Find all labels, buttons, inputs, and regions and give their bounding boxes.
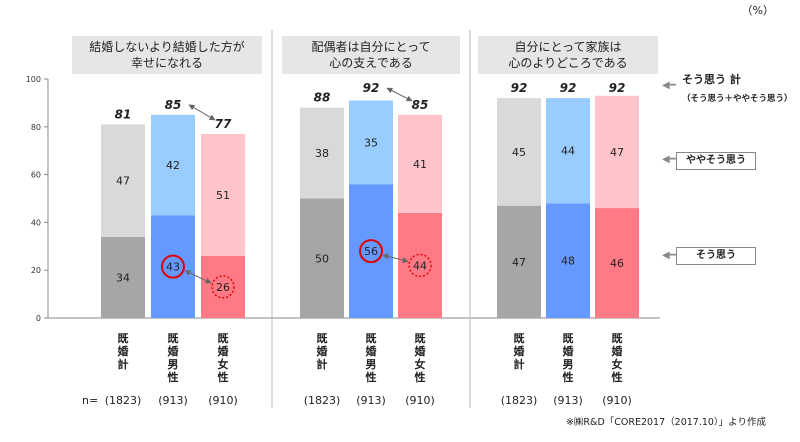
comparison-arrow	[386, 87, 413, 102]
group-title-1: 結婚しないより結婚した方が 幸せになれる	[72, 36, 262, 74]
data-label-total: 85	[412, 98, 429, 112]
data-label-somewhat: 41	[413, 158, 427, 171]
data-label-agree: 26	[216, 281, 230, 294]
y-tick-label: 80	[31, 123, 41, 132]
n-value: (1823)	[500, 394, 538, 407]
bar-somewhat	[595, 95, 639, 209]
data-label-total: 92	[609, 81, 626, 95]
n-value: (910)	[405, 394, 435, 407]
bar-agree	[546, 203, 590, 318]
y-tick-label: 60	[31, 171, 41, 180]
data-label-agree: 48	[561, 255, 575, 268]
data-label-somewhat: 38	[315, 147, 329, 160]
data-label-somewhat: 45	[512, 146, 526, 159]
legend-total: そう思う 計 （そう思う＋ややそう思う）	[682, 71, 793, 104]
data-label-agree: 34	[116, 271, 130, 284]
data-label-total: 92	[363, 81, 380, 95]
n-label: n=	[82, 394, 99, 407]
legend-total-main: そう思う 計	[682, 73, 741, 86]
bar-somewhat	[398, 114, 442, 213]
bar-somewhat	[497, 98, 541, 206]
bar-agree	[300, 198, 344, 318]
category-label: 既 婚 計	[316, 332, 328, 371]
data-label-somewhat: 51	[216, 189, 230, 202]
bar-somewhat	[546, 98, 590, 204]
comparison-arrow	[382, 253, 409, 264]
n-value: (910)	[602, 394, 632, 407]
category-label: 既 婚 女 性	[611, 332, 623, 384]
data-label-agree: 56	[364, 245, 378, 258]
highlight-circle-dashed	[211, 275, 235, 299]
n-value: (913)	[158, 394, 188, 407]
category-label: 既 婚 男 性	[365, 332, 377, 384]
data-label-somewhat: 47	[116, 175, 130, 188]
category-label: 既 婚 女 性	[414, 332, 426, 384]
y-tick-label: 0	[36, 314, 41, 323]
group-title-2: 配偶者は自分にとって 心の支えである	[282, 36, 460, 74]
y-tick-label: 20	[31, 266, 41, 275]
bar-agree	[101, 236, 145, 318]
category-label: 既 婚 女 性	[217, 332, 229, 384]
category-label: 既 婚 男 性	[562, 332, 574, 384]
data-label-total: 81	[115, 107, 132, 121]
bar-agree	[398, 212, 442, 318]
comparison-arrow	[188, 104, 216, 121]
comparison-arrow	[184, 270, 212, 284]
source-note: ※㈱R&D「CORE2017（2017.10）」より作成	[565, 417, 766, 428]
n-value: (913)	[553, 394, 583, 407]
n-value: (913)	[356, 394, 386, 407]
bar-agree	[201, 255, 245, 318]
data-label-total: 92	[560, 81, 577, 95]
category-label: 既 婚 計	[513, 332, 525, 371]
data-label-total: 85	[165, 98, 182, 112]
bar-somewhat	[201, 133, 245, 256]
data-label-agree: 46	[610, 257, 624, 270]
bar-somewhat	[300, 107, 344, 199]
bar-somewhat	[101, 124, 145, 237]
legend-agree: そう思う	[676, 247, 756, 265]
data-label-somewhat: 35	[364, 136, 378, 149]
data-label-agree: 43	[166, 261, 180, 274]
highlight-circle-solid	[161, 254, 185, 279]
legend-total-sub: （そう思う＋ややそう思う）	[682, 94, 793, 104]
category-label: 既 婚 計	[117, 332, 129, 371]
bar-somewhat	[349, 100, 393, 185]
data-label-somewhat: 47	[610, 146, 624, 159]
legend-agree-arrow-icon: ◀━	[662, 250, 676, 261]
data-label-total: 77	[215, 117, 232, 131]
bar-somewhat	[151, 114, 195, 216]
legend-somewhat-arrow-icon: ◀━	[662, 154, 676, 165]
data-label-somewhat: 42	[166, 159, 180, 172]
highlight-circle-solid	[359, 239, 383, 264]
unit-label: （%）	[741, 4, 774, 17]
y-tick-label: 40	[31, 218, 41, 227]
legend-somewhat: ややそう思う	[676, 152, 756, 170]
data-label-agree: 47	[512, 256, 526, 269]
data-label-agree: 44	[413, 259, 427, 272]
n-value: (1823)	[303, 394, 341, 407]
bar-agree	[151, 215, 195, 318]
data-label-somewhat: 44	[561, 145, 575, 158]
bar-agree	[497, 205, 541, 318]
highlight-circle-dashed	[408, 253, 432, 278]
category-label: 既 婚 男 性	[167, 332, 179, 384]
data-label-agree: 50	[315, 252, 329, 265]
n-value: (1823)	[104, 394, 142, 407]
data-label-total: 92	[511, 81, 528, 95]
n-value: (910)	[208, 394, 238, 407]
legend-total-arrow-icon: ◀━	[662, 80, 676, 91]
group-title-3: 自分にとって家族は 心のよりどころである	[478, 36, 658, 74]
bar-agree	[349, 184, 393, 318]
bar-agree	[595, 208, 639, 318]
y-tick-label: 100	[26, 75, 41, 84]
data-label-total: 88	[314, 91, 331, 105]
